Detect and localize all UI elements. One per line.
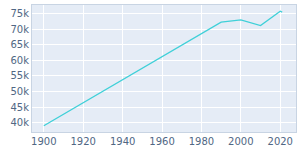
svg-text:45k: 45k — [10, 102, 29, 113]
svg-text:1960: 1960 — [149, 136, 174, 147]
svg-text:60k: 60k — [10, 55, 29, 66]
svg-text:50k: 50k — [10, 86, 29, 97]
svg-text:2020: 2020 — [268, 136, 293, 147]
svg-text:70k: 70k — [10, 24, 29, 35]
svg-text:1920: 1920 — [70, 136, 95, 147]
svg-text:65k: 65k — [10, 39, 29, 50]
svg-text:75k: 75k — [10, 8, 29, 19]
svg-text:1940: 1940 — [110, 136, 135, 147]
svg-text:1980: 1980 — [189, 136, 214, 147]
svg-text:55k: 55k — [10, 70, 29, 81]
svg-text:1900: 1900 — [31, 136, 56, 147]
svg-text:40k: 40k — [10, 117, 29, 128]
svg-text:2000: 2000 — [228, 136, 253, 147]
